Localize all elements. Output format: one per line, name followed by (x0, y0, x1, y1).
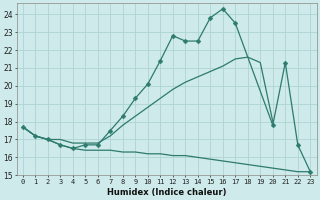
X-axis label: Humidex (Indice chaleur): Humidex (Indice chaleur) (107, 188, 226, 197)
